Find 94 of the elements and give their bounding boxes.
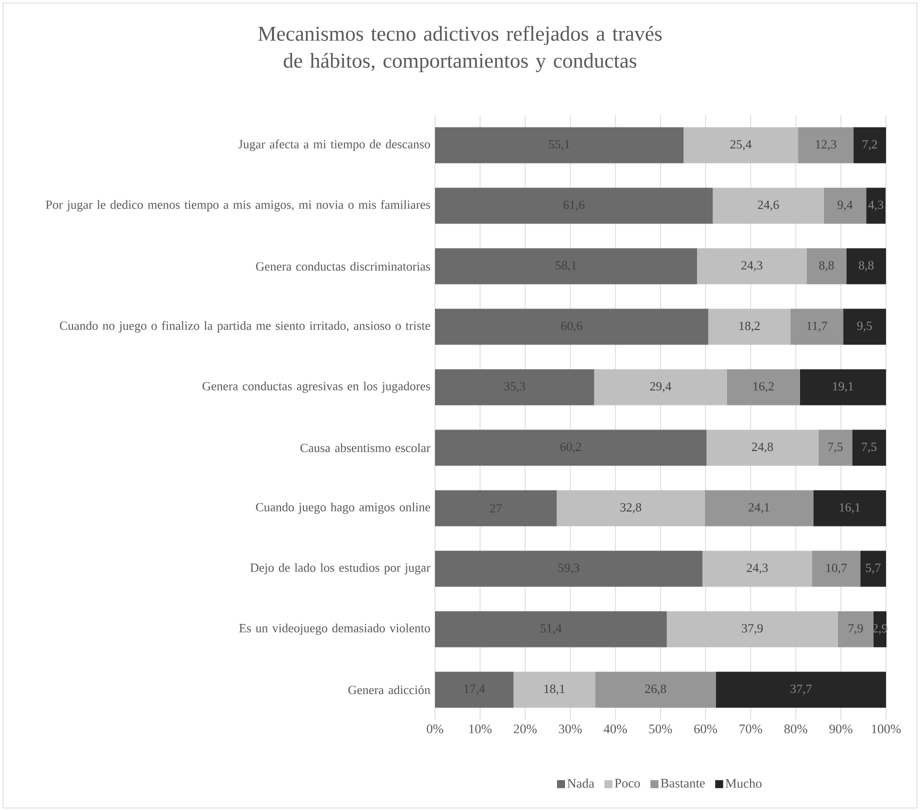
- y-tick-label: Genera adicción: [348, 685, 430, 694]
- bar: [556, 490, 705, 526]
- bar: [595, 672, 716, 708]
- legend-label: Nada: [567, 778, 594, 788]
- data-label: 37,7: [790, 684, 812, 695]
- bar: [866, 188, 886, 224]
- data-label: 18,2: [740, 322, 760, 332]
- x-tick-label: 80%: [784, 724, 808, 734]
- y-tick-label: Es un videojuego demasiado violento: [239, 624, 430, 635]
- x-tick-label: 50%: [649, 724, 672, 734]
- y-tick-label: Por jugar le dedico menos tiempo a mis amigos, mi novia o mis familiares: [46, 200, 430, 212]
- data-label: 10,7: [826, 564, 847, 574]
- data-label: 32,8: [620, 503, 642, 514]
- chart-title: Mecanismos tecno adictivos reflejados a través de hábitos, comportamientos y conductas: [258, 26, 662, 72]
- data-label: 9,4: [838, 200, 853, 211]
- bar: [684, 127, 798, 164]
- y-tick-label: Jugar afecta a mi tiempo de descanso: [238, 140, 430, 152]
- bar: [513, 672, 596, 708]
- y-tick-label: Cuando no juego o finalizo la partida me siento irritado, ansioso o triste: [60, 321, 430, 333]
- bar: [702, 550, 812, 587]
- y-tick-label: Genera conductas agresivas en los jugadores: [202, 382, 430, 393]
- data-label: 7,9: [848, 624, 863, 634]
- data-label: 7,5: [862, 442, 876, 453]
- bar: [812, 550, 860, 587]
- x-tick-label: 100%: [872, 724, 901, 734]
- y-tick-label: Dejo de lado los estudios por jugar: [250, 563, 430, 574]
- x-tick-label: 60%: [694, 724, 718, 734]
- bar: [435, 188, 713, 224]
- bar: [704, 490, 814, 526]
- bar: [435, 611, 667, 648]
- bar: [435, 369, 594, 406]
- data-label: 16,1: [840, 503, 860, 514]
- data-label: 24,8: [752, 442, 773, 453]
- data-label: 8,8: [819, 261, 834, 272]
- bar: [435, 248, 698, 284]
- bar: [708, 308, 790, 345]
- data-label: 11,7: [807, 322, 828, 332]
- bar: [435, 127, 684, 164]
- data-label: 25,4: [730, 140, 752, 150]
- bar: [800, 369, 886, 406]
- x-tick-label: 20%: [514, 724, 537, 734]
- data-label: 16,2: [754, 382, 774, 392]
- x-tick-label: 0%: [426, 724, 444, 734]
- bar: [594, 369, 727, 406]
- bar: [666, 611, 838, 648]
- bar: [435, 672, 514, 708]
- bar: [435, 550, 702, 587]
- bar: [712, 188, 824, 224]
- y-tick-label: Causa absentismo escolar: [300, 443, 430, 452]
- bar: [790, 308, 844, 345]
- data-label: 18,1: [544, 684, 564, 695]
- bar: [435, 430, 707, 466]
- data-label: 7,2: [862, 140, 877, 150]
- data-label: 19,1: [833, 382, 854, 392]
- data-label: 37,9: [742, 624, 763, 634]
- bar: [854, 127, 886, 164]
- bar: [806, 248, 846, 284]
- bar: [706, 430, 818, 466]
- data-label: 24,3: [746, 564, 768, 574]
- data-label: 26,8: [645, 684, 666, 695]
- bar: [838, 611, 874, 648]
- data-label: 29,4: [650, 382, 672, 392]
- data-label: 5,7: [866, 564, 881, 574]
- x-tick-label: 30%: [559, 724, 582, 734]
- bar: [435, 308, 708, 345]
- bar: [435, 490, 557, 526]
- bar: [846, 248, 886, 284]
- legend-label: Bastante: [660, 778, 705, 788]
- legend-label: Mucho: [726, 778, 762, 788]
- bar: [824, 188, 866, 224]
- data-label: 9,5: [857, 322, 872, 332]
- bar: [818, 430, 852, 466]
- bar: [852, 430, 886, 466]
- x-tick-label: 70%: [740, 724, 762, 734]
- y-tick-label: Cuando juego hago amigos online: [256, 502, 430, 514]
- x-tick-label: 90%: [829, 724, 852, 734]
- bar: [726, 369, 800, 406]
- x-tick-label: 10%: [469, 724, 492, 734]
- data-label: 4,3: [868, 200, 884, 211]
- data-label: 8,8: [858, 261, 874, 272]
- data-label: 24,6: [758, 200, 779, 211]
- bar: [860, 550, 886, 587]
- y-tick-label: Genera conductas discriminatorias: [256, 262, 430, 271]
- legend-label: Poco: [614, 778, 640, 788]
- bar: [843, 308, 886, 345]
- bar: [798, 127, 854, 164]
- data-label: 12,3: [816, 140, 836, 150]
- bar: [813, 490, 886, 526]
- data-label: 24,3: [741, 261, 762, 272]
- bar: [716, 672, 886, 708]
- data-label: 7,5: [828, 442, 843, 453]
- x-tick-label: 40%: [604, 724, 627, 734]
- bar: [697, 248, 807, 284]
- data-label: 24,1: [748, 503, 770, 514]
